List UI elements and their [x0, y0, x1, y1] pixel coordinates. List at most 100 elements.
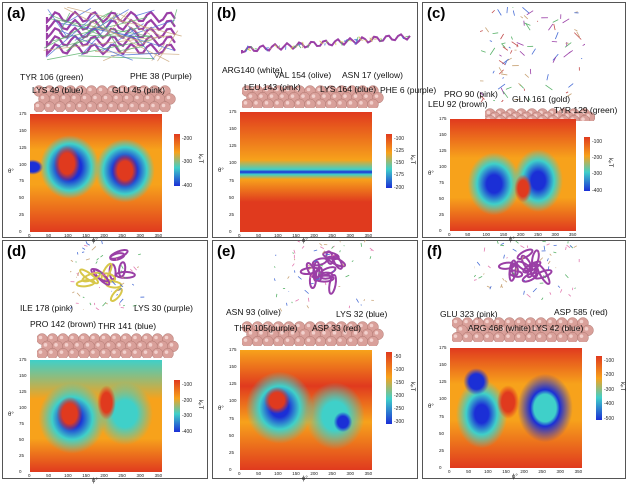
- x-tick-label: 250: [118, 473, 126, 478]
- y-tick-label: 25: [19, 453, 24, 458]
- colorbar-tick: -400: [182, 183, 192, 189]
- y-tick-label: 0: [439, 228, 442, 233]
- energy-heatmap: [240, 112, 372, 232]
- y-tick-label: 75: [19, 178, 24, 183]
- y-tick-label: 175: [229, 109, 237, 114]
- colorbar-tick: -500: [604, 416, 614, 422]
- y-axis-label: θ°: [218, 406, 224, 412]
- colorbar-tick: -300: [394, 419, 404, 425]
- colorbar-label: kₚT: [409, 155, 416, 164]
- y-tick-label: 100: [439, 396, 447, 401]
- x-tick-label: 0: [448, 469, 451, 474]
- x-tick-label: 250: [328, 471, 336, 476]
- colorbar-tick: -200: [604, 372, 614, 378]
- residue-annotation: ASN 93 (olive): [226, 308, 281, 317]
- x-tick-label: 200: [517, 232, 525, 237]
- y-tick-label: 175: [19, 111, 27, 116]
- y-tick-label: 25: [439, 212, 444, 217]
- x-tick-label: 100: [64, 233, 72, 238]
- x-tick-label: 100: [484, 469, 492, 474]
- energy-heatmap: [450, 348, 582, 468]
- residue-annotation: TYR 106 (green): [20, 73, 83, 82]
- colorbar-tick: -400: [182, 429, 192, 435]
- y-tick-label: 0: [19, 469, 22, 474]
- colorbar-tick: -300: [604, 387, 614, 393]
- residue-annotation: LYS 49 (blue): [32, 86, 83, 95]
- x-tick-label: 300: [136, 473, 144, 478]
- y-tick-label: 125: [229, 381, 237, 386]
- y-axis-label: θ°: [8, 412, 14, 418]
- protein-structure: [274, 240, 374, 317]
- x-tick-label: 0: [448, 232, 451, 237]
- x-tick-label: 0: [238, 471, 241, 476]
- x-tick-label: 300: [556, 469, 564, 474]
- x-axis-label: ϕ°: [512, 474, 518, 480]
- y-tick-label: 25: [229, 450, 234, 455]
- y-axis-label: θ°: [428, 171, 434, 177]
- energy-heatmap: [240, 350, 372, 470]
- x-tick-label: 150: [82, 233, 90, 238]
- y-tick-label: 100: [19, 162, 27, 167]
- x-tick-label: 200: [310, 233, 318, 238]
- colorbar-tick: -200: [182, 136, 192, 142]
- residue-annotation: TYR 129 (green): [554, 106, 617, 115]
- energy-heatmap: [30, 114, 162, 232]
- residue-annotation: ILE 178 (pink): [20, 304, 73, 313]
- colorbar-tick: -100: [604, 358, 614, 364]
- colorbar-tick: -200: [182, 398, 192, 404]
- x-tick-label: 250: [538, 469, 546, 474]
- x-tick-label: 100: [483, 232, 491, 237]
- y-tick-label: 25: [229, 212, 234, 217]
- y-tick-label: 125: [229, 143, 237, 148]
- colorbar: [386, 134, 392, 188]
- colorbar-tick: -50: [394, 354, 401, 360]
- colorbar-label: kₚT: [197, 400, 204, 409]
- residue-annotation: ARG 468 (white): [468, 324, 531, 333]
- colorbar-tick: -400: [604, 401, 614, 407]
- x-tick-label: 300: [136, 233, 144, 238]
- y-tick-label: 0: [19, 229, 22, 234]
- y-tick-label: 75: [229, 416, 234, 421]
- y-tick-label: 50: [229, 195, 234, 200]
- residue-annotation: THR 141 (blue): [98, 322, 156, 331]
- colorbar-tick: -300: [182, 159, 192, 165]
- y-tick-label: 100: [229, 398, 237, 403]
- residue-annotation: LEU 143 (pink): [244, 83, 301, 92]
- x-tick-label: 200: [520, 469, 528, 474]
- residue-annotation: ASN 17 (yellow): [342, 71, 403, 80]
- colorbar-tick: -100: [592, 139, 602, 145]
- colorbar: [174, 380, 180, 432]
- x-tick-label: 50: [466, 469, 471, 474]
- residue-annotation: PHE 6 (purple): [380, 86, 436, 95]
- residue-annotation: ASP 33 (red): [312, 324, 361, 333]
- x-tick-label: 350: [155, 473, 163, 478]
- y-tick-label: 0: [229, 467, 232, 472]
- colorbar: [174, 134, 180, 186]
- x-tick-label: 50: [46, 233, 51, 238]
- colorbar: [584, 137, 590, 191]
- colorbar-tick: -250: [394, 406, 404, 412]
- surface-atoms: [37, 330, 182, 363]
- residue-annotation: PHE 38 (Purple): [130, 72, 192, 81]
- x-tick-label: 150: [82, 473, 90, 478]
- y-tick-label: 75: [229, 178, 234, 183]
- x-tick-label: 150: [502, 469, 510, 474]
- x-tick-label: 50: [46, 473, 51, 478]
- y-tick-label: 25: [19, 212, 24, 217]
- colorbar-label: kₚT: [619, 382, 626, 391]
- panel-label: (d): [7, 243, 26, 260]
- colorbar-tick: -300: [182, 413, 192, 419]
- x-tick-label: 300: [346, 233, 354, 238]
- panel-label: (b): [217, 5, 236, 22]
- panel-label: (f): [427, 243, 442, 260]
- colorbar-tick: -200: [394, 393, 404, 399]
- y-tick-label: 75: [19, 421, 24, 426]
- x-tick-label: 100: [274, 233, 282, 238]
- residue-annotation: GLN 161 (gold): [512, 95, 570, 104]
- colorbar-tick: -150: [394, 160, 404, 166]
- colorbar-tick: -200: [394, 185, 404, 191]
- x-tick-label: 250: [534, 232, 542, 237]
- x-tick-label: 300: [346, 471, 354, 476]
- y-tick-label: 50: [19, 195, 24, 200]
- x-tick-label: 200: [100, 233, 108, 238]
